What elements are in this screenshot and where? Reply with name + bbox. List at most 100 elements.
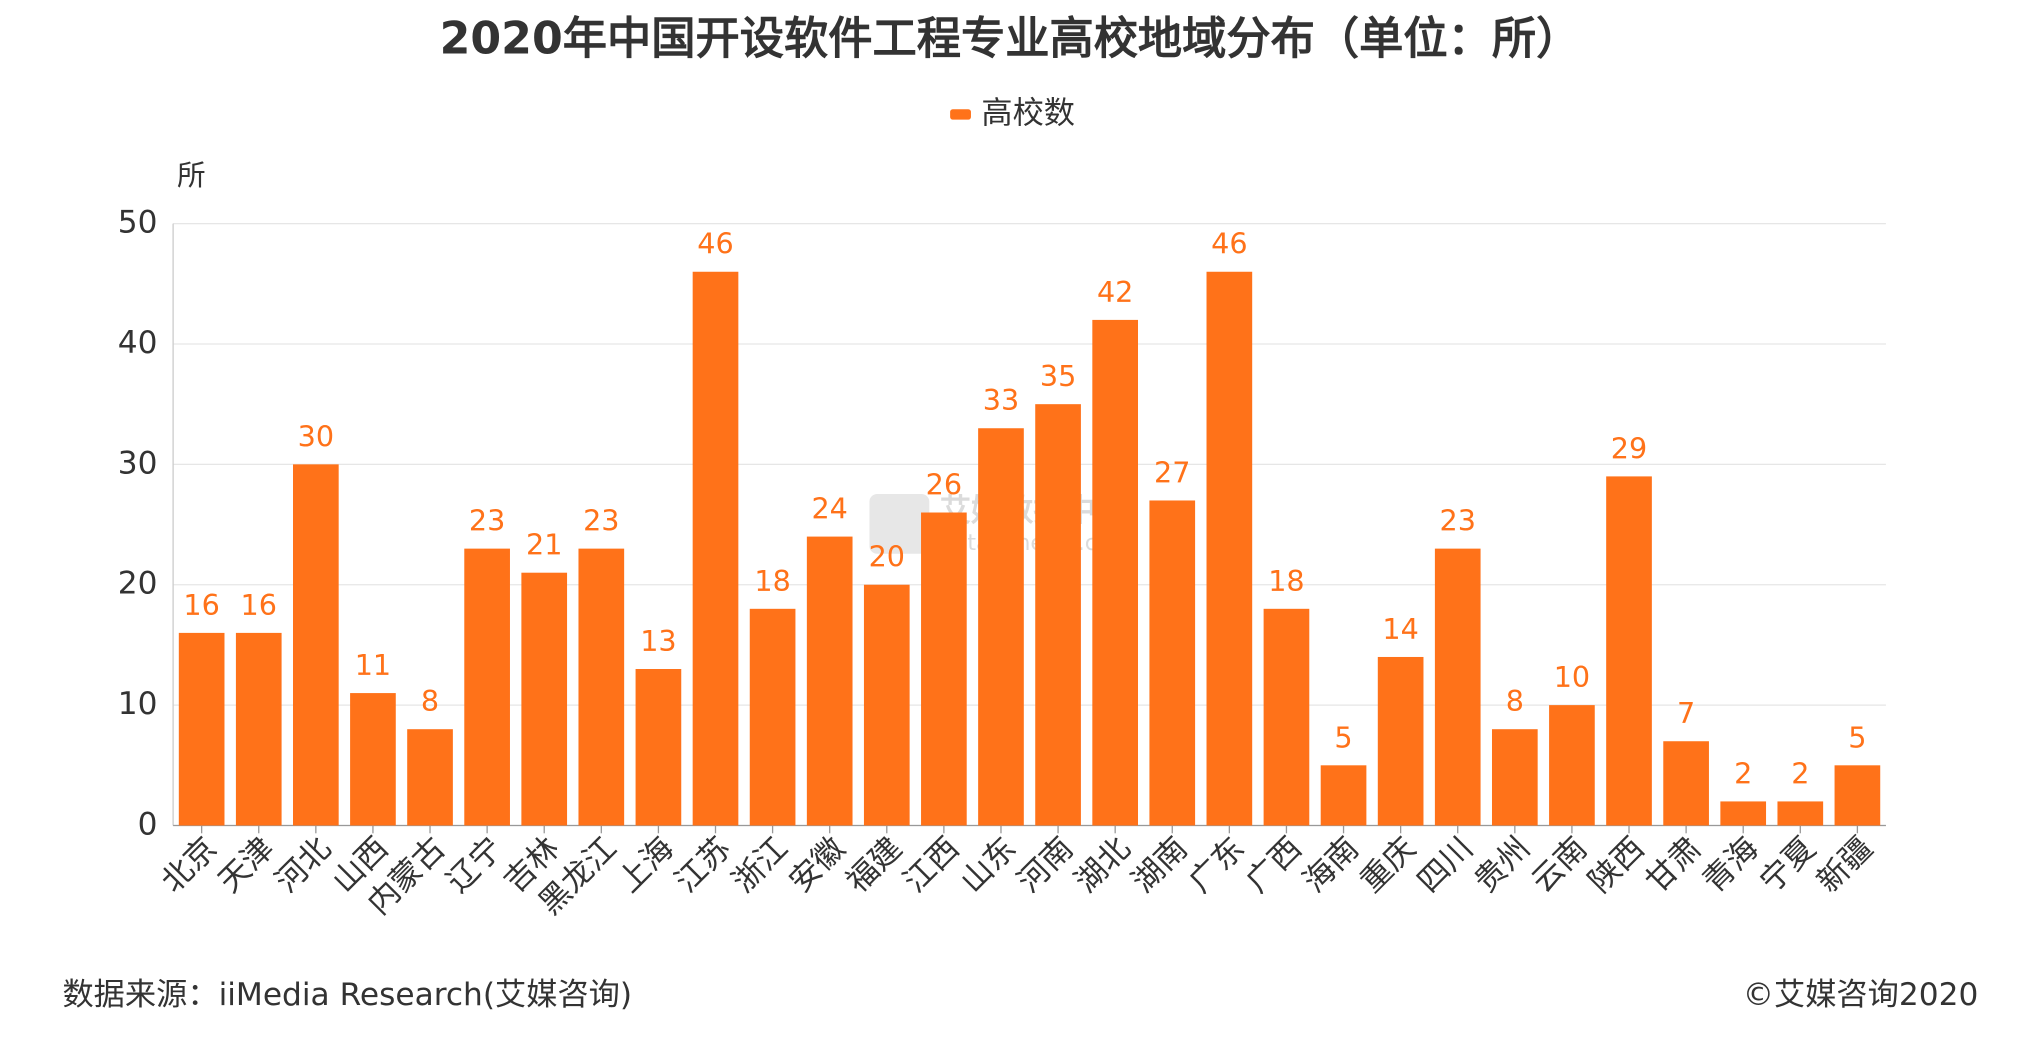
data-label: 10: [1554, 660, 1590, 694]
data-label: 2: [1734, 756, 1752, 790]
y-tick-label: 20: [118, 566, 158, 602]
data-label: 5: [1334, 720, 1352, 754]
x-tick-label: 河南: [1011, 830, 1081, 900]
bar: [749, 608, 796, 826]
bar: [1263, 608, 1310, 826]
bar: [863, 584, 910, 826]
y-tick-label: 0: [138, 807, 158, 843]
data-label: 18: [754, 564, 790, 598]
bar: [1606, 476, 1652, 826]
data-label: 27: [1154, 455, 1190, 489]
bar: [521, 572, 568, 826]
x-tick-label: 广西: [1239, 830, 1309, 900]
y-tick-label: 30: [118, 445, 158, 481]
data-label: 7: [1677, 696, 1695, 730]
x-tick-label: 北京: [154, 830, 224, 900]
bar: [464, 548, 510, 826]
data-label: 23: [1440, 504, 1476, 538]
x-tick-label: 四川: [1411, 830, 1481, 900]
legend-swatch: [950, 109, 971, 120]
x-tick-label: 宁夏: [1753, 830, 1823, 900]
x-tick-label: 湖北: [1068, 830, 1138, 900]
data-label: 18: [1268, 564, 1304, 598]
bar: [178, 632, 225, 826]
data-label: 23: [583, 504, 619, 538]
x-tick-label: 海南: [1296, 830, 1366, 900]
x-tick-label: 上海: [611, 830, 681, 900]
x-tick-label: 甘肃: [1639, 830, 1709, 900]
x-tick-label: 陕西: [1582, 830, 1652, 900]
data-label: 42: [1097, 275, 1133, 309]
data-label: 11: [355, 648, 391, 682]
x-tick-label: 江西: [897, 830, 967, 900]
legend-label: 高校数: [981, 95, 1075, 131]
bar: [692, 271, 739, 826]
data-label: 30: [298, 419, 334, 453]
x-tick-label: 安徽: [783, 830, 853, 900]
x-tick-label: 重庆: [1353, 830, 1423, 900]
x-tick-label: 新疆: [1810, 830, 1880, 900]
chart-title: 2020年中国开设软件工程专业高校地域分布（单位：所）: [440, 14, 1581, 65]
data-label: 16: [183, 588, 219, 622]
bar: [235, 632, 282, 826]
x-tick-label: 河北: [269, 830, 339, 900]
bar: [978, 428, 1024, 826]
data-label: 26: [926, 468, 962, 502]
data-label: 46: [1211, 227, 1247, 261]
y-tick-label: 40: [118, 325, 158, 361]
data-label: 8: [1506, 684, 1524, 718]
y-axis-label: 所: [177, 158, 206, 192]
bar: [1834, 765, 1881, 826]
x-tick-label: 广东: [1182, 830, 1252, 900]
data-label: 14: [1382, 612, 1418, 646]
data-label: 16: [241, 588, 277, 622]
x-tick-label: 贵州: [1468, 830, 1538, 900]
source-note: 数据来源：iiMedia Research(艾媒咨询): [62, 977, 632, 1013]
bar: [293, 464, 339, 826]
x-tick-label: 云南: [1525, 830, 1595, 900]
x-tick-label: 浙江: [725, 830, 795, 900]
data-label: 46: [697, 227, 733, 261]
x-tick-label: 江苏: [668, 830, 738, 900]
bar: [1092, 319, 1139, 826]
data-label: 24: [811, 492, 847, 526]
x-tick-label: 湖南: [1125, 830, 1195, 900]
data-label: 33: [983, 383, 1019, 417]
bar: [1777, 801, 1824, 826]
data-label: 21: [526, 528, 562, 562]
x-tick-label: 天津: [212, 830, 282, 900]
bar: [1149, 500, 1196, 826]
bar: [578, 548, 625, 826]
bar: [1720, 801, 1767, 826]
copyright: ©艾媒咨询2020: [1743, 977, 1979, 1013]
watermark-logo: [869, 494, 930, 554]
bar: [806, 536, 853, 826]
x-tick-label: 福建: [840, 830, 910, 900]
data-label: 29: [1611, 431, 1647, 465]
y-tick-label: 10: [118, 686, 158, 722]
x-tick-label: 山东: [954, 830, 1024, 900]
data-label: 5: [1848, 720, 1866, 754]
bar: [407, 729, 453, 826]
watermark-url: data.iimedia.cn: [940, 530, 1111, 556]
x-tick-label: 辽宁: [440, 830, 510, 900]
bar: [1491, 729, 1538, 826]
data-label: 20: [869, 540, 905, 574]
bar: [635, 669, 682, 826]
bar: [921, 512, 967, 826]
data-label: 13: [640, 624, 676, 658]
bar: [1320, 765, 1367, 826]
data-label: 23: [469, 504, 505, 538]
bar: [1206, 271, 1253, 826]
bar: [1663, 741, 1709, 826]
x-tick-label: 青海: [1696, 830, 1766, 900]
bar: [1549, 705, 1595, 826]
data-label: 35: [1040, 359, 1076, 393]
bar: [1035, 404, 1081, 826]
data-label: 8: [421, 684, 439, 718]
bar: [1377, 656, 1424, 826]
data-label: 2: [1791, 756, 1809, 790]
bar: [1434, 548, 1481, 826]
